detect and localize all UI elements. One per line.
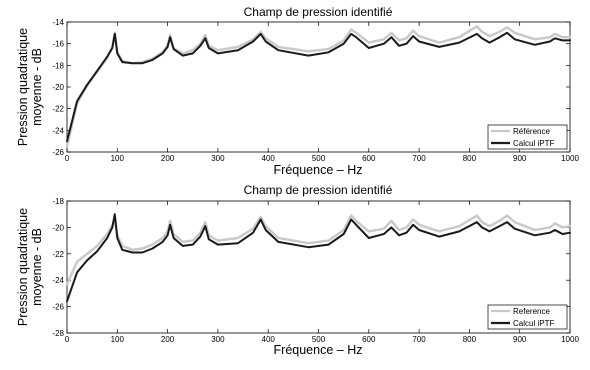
chart-1-legend-box [487,124,568,150]
chart-2-x-tick-label: 100 [111,335,125,344]
chart-2-y-tick-label: -22 [52,250,64,259]
chart-1-y-tick-label: -26 [52,148,64,157]
chart-1-x-tick-label: 100 [111,154,125,163]
chart-2-x-tick-label: 800 [463,335,477,344]
chart-1-x-tick-label: 200 [161,154,175,163]
chart-2-y-axis-label: Pression quadratique moyenne - dB [16,208,44,326]
chart-2-legend-label-reference: Reference [513,307,550,316]
chart-1-x-tick-label: 0 [65,154,70,163]
chart-1-x-tick-label: 900 [513,154,527,163]
chart-2-x-axis-label: Fréquence – Hz [274,343,363,357]
chart-1-x-tick-label: 800 [463,154,477,163]
chart-2-x-tick-label: 400 [262,335,276,344]
chart-2-legend: Reference Calcul iPTF [487,304,568,330]
chart-1-x-tick-label: 1000 [561,154,579,163]
chart-1-series [65,25,572,148]
chart-2-x-tick-label: 0 [65,335,70,344]
chart-2-x-tick-label: 600 [362,335,376,344]
chart-1-legend-label-calcul: Calcul iPTF [513,139,554,148]
chart-1-x-axis: 0 100 200 300 400 500 600 700 800 900 1000 [65,22,579,163]
chart-1-legend: Référence Calcul iPTF [487,124,568,150]
chart-1-y-tick-label: -14 [52,18,64,27]
chart-2-legend-box [487,304,568,330]
chart-1-y-tick-label: -22 [52,105,64,114]
chart-2-x-tick-label: 500 [312,335,326,344]
chart-2-y-tick-label: -26 [52,303,64,312]
chart-2-title: Champ de pression identifié [244,183,393,197]
chart-1-y-tick-label: -16 [52,40,64,49]
chart-2-x-tick-label: 900 [513,335,527,344]
chart-2-x-tick-label: 700 [412,335,426,344]
chart-2-y-axis-label-line-2: moyenne - dB [30,228,44,306]
chart-1-plot-area [66,21,571,153]
chart-1-x-tick-label: 600 [362,154,376,163]
chart-1: Champ de pression identifié -26 -24 -22 -20… [16,5,579,177]
chart-1-y-axis-label-line-1: Pression quadratique [16,28,30,146]
chart-1-y-tick-label: -24 [52,126,64,135]
chart-2-y-tick-label: -24 [52,276,64,285]
chart-2-y-tick-label: -20 [52,223,64,232]
chart-2-x-tick-label: 300 [211,335,225,344]
chart-2-legend-label-calcul: Calcul iPTF [513,319,554,328]
chart-1-x-tick-label: 300 [211,154,225,163]
chart-1-x-tick-label: 500 [312,154,326,163]
chart-1-y-tick-label: -18 [52,61,64,70]
chart-2-y-tick-label: -18 [52,197,64,206]
chart-2: Champ de pression identifié -28 -26 -24 -22… [16,183,579,357]
chart-1-y-axis-label-line-2: moyenne - dB [30,48,44,126]
chart-2-series [65,213,572,303]
chart-1-x-tick-label: 700 [412,154,426,163]
chart-1-y-tick-label: -20 [52,83,64,92]
chart-2-series-calcul-line [66,213,571,303]
chart-2-y-axis-label-line-1: Pression quadratique [16,208,30,326]
chart-2-series-reference-line [65,214,572,286]
chart-1-series-calcul-line [66,31,571,143]
chart-2-x-tick-label: 1000 [561,335,579,344]
chart-1-x-axis-label: Fréquence – Hz [274,163,363,177]
chart-1-y-axis: -26 -24 -22 -20 -18 -16 -14 [52,18,570,157]
chart-2-x-axis: 0 100 200 300 400 500 600 700 800 900 1000 [65,201,579,344]
chart-1-title: Champ de pression identifié [244,5,393,19]
chart-1-y-axis-label: Pression quadratique moyenne - dB [16,28,44,146]
chart-1-legend-label-reference: Référence [513,127,550,136]
chart-2-x-tick-label: 200 [161,335,175,344]
chart-2-y-tick-label: -28 [52,329,64,338]
chart-1-x-tick-label: 400 [262,154,276,163]
